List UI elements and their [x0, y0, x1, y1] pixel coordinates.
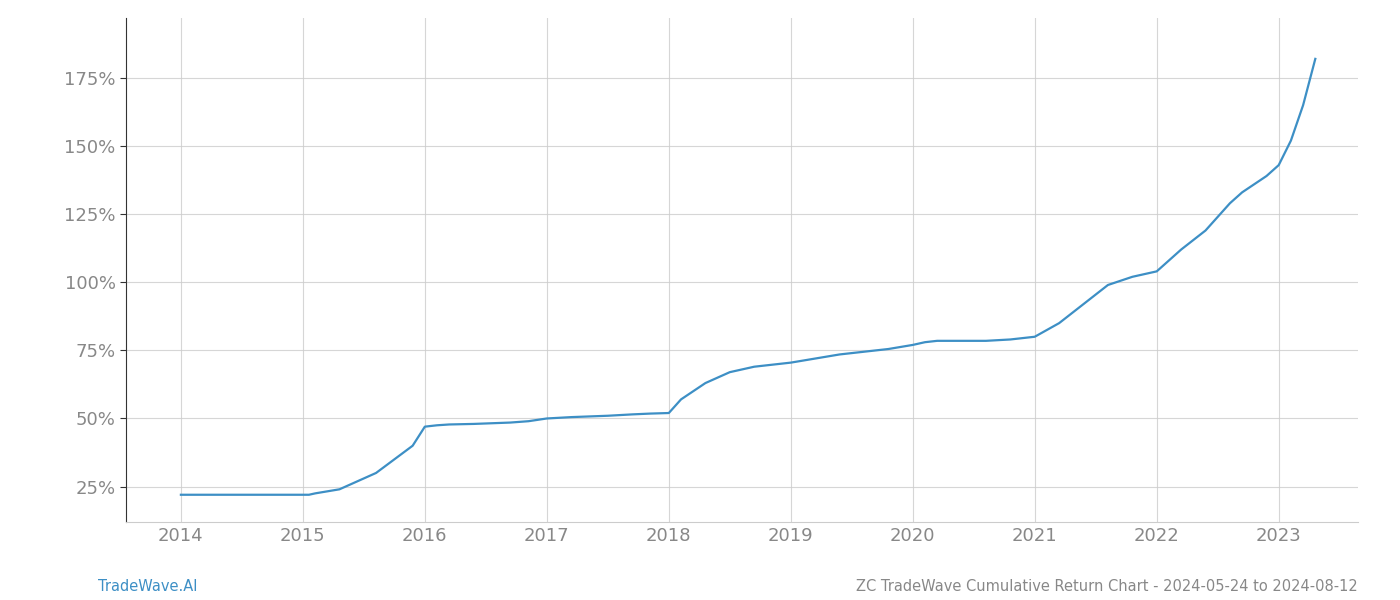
Text: TradeWave.AI: TradeWave.AI — [98, 579, 197, 594]
Text: ZC TradeWave Cumulative Return Chart - 2024-05-24 to 2024-08-12: ZC TradeWave Cumulative Return Chart - 2… — [857, 579, 1358, 594]
